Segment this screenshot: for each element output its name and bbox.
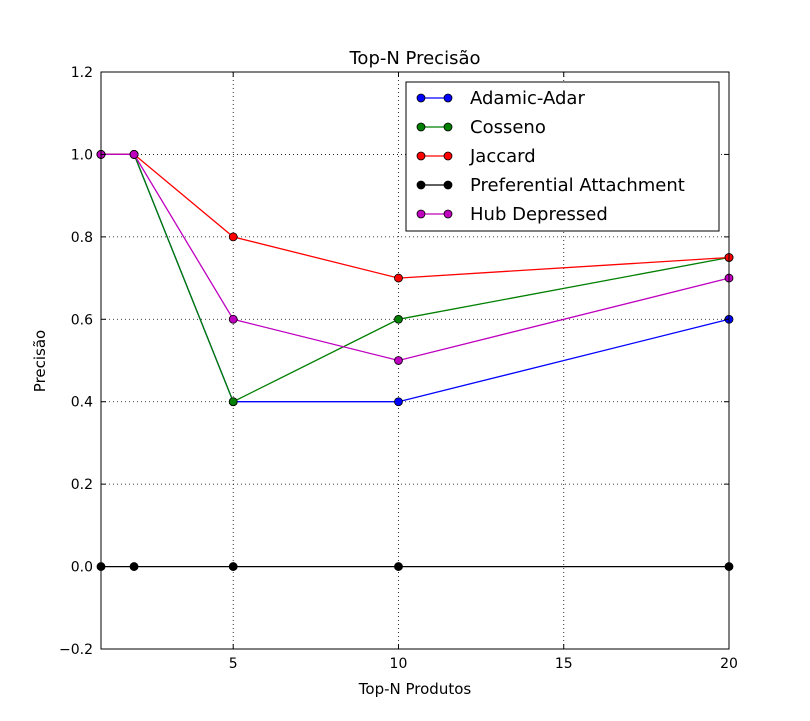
y-tick-label: 0.0 [71,560,93,576]
data-point [129,562,139,571]
legend-label: Preferential Attachment [470,175,685,196]
plot-frame [100,71,730,650]
legend-marker [416,180,426,190]
chart-title: Top-N Precisão [349,48,481,69]
legend-entry: Cosseno [416,117,546,138]
legend: Adamic-Adar Cosseno Jaccard Preferential At… [405,81,720,232]
y-tick-label: −0.2 [59,642,93,658]
series-lines [96,150,734,571]
legend-marker [443,180,453,190]
y-axis-label: Precisão [31,330,49,392]
y-tick-label: 0.4 [71,395,93,411]
data-point [394,273,403,283]
legend-marker [443,209,453,219]
legend-label: Cosseno [470,117,546,138]
x-tick-label: 10 [390,656,408,672]
x-axis-label: Top-N Produtos [358,680,472,698]
legend-marker [443,122,453,132]
legend-marker [416,93,426,103]
data-point [228,562,238,571]
legend-marker [416,151,426,161]
x-tick-label: 20 [720,656,738,672]
legend-label: Adamic-Adar [470,88,585,109]
series-preferential-attachment [96,562,734,571]
legend-entry: Adamic-Adar [416,88,585,109]
data-point [394,562,403,571]
y-tick-label: 0.2 [71,477,93,493]
legend-label: Jaccard [469,146,536,167]
legend-marker [416,209,426,219]
y-tick-label: 1.0 [71,147,93,163]
data-point [228,314,238,324]
data-point [228,232,238,242]
y-tick-label: 0.6 [71,312,93,328]
data-point [394,397,403,407]
legend-label: Hub Depressed [470,204,608,225]
x-tick-label: 5 [229,656,238,672]
x-tick-label: 15 [555,656,573,672]
y-tick-label: 0.8 [71,230,93,246]
legend-entry: Preferential Attachment [416,175,685,196]
axis-ticks: 5 10 15 20 −0.2 0.0 0.2 0.4 0.6 0.8 1.0 1.2 [59,65,738,672]
data-point [394,356,403,365]
data-point [394,314,403,324]
legend-marker [416,122,426,132]
legend-marker [443,93,453,103]
legend-entry: Jaccard [416,146,536,167]
data-point [129,150,139,159]
legend-marker [443,151,453,161]
legend-entry: Hub Depressed [416,204,608,225]
data-point [228,397,238,407]
y-tick-label: 1.2 [71,65,93,81]
legend-box [405,81,720,232]
